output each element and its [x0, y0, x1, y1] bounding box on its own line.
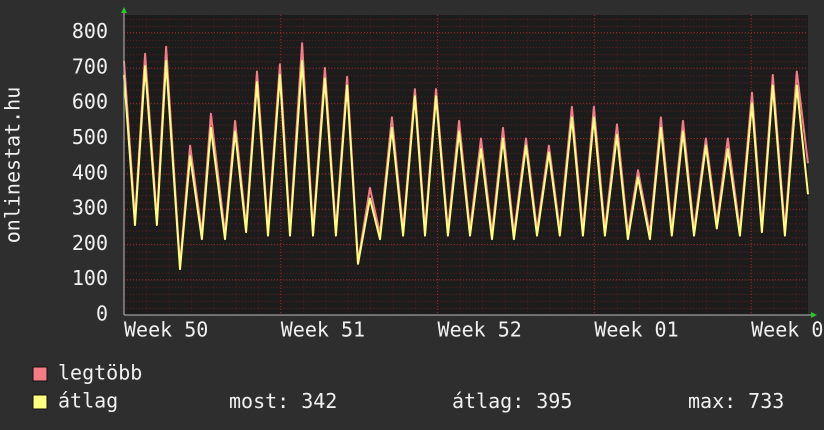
- y-tick-label: 600: [72, 90, 108, 114]
- x-tick-label: Week 51: [281, 318, 365, 342]
- legend-swatch: [32, 366, 48, 382]
- y-tick-label: 0: [96, 302, 108, 326]
- x-tick-label: Week 0: [751, 318, 823, 342]
- stat: most: 342: [229, 389, 337, 413]
- x-tick-label: Week 52: [438, 318, 522, 342]
- y-arrow: [121, 7, 127, 13]
- x-arrow: [811, 312, 817, 318]
- y-tick-label: 300: [72, 196, 108, 220]
- stat-label: most:: [229, 389, 289, 413]
- stat-value: 395: [536, 389, 572, 413]
- series-line: [123, 59, 809, 271]
- y-tick-label: 700: [72, 54, 108, 78]
- x-tick-label: Week 01: [594, 318, 678, 342]
- legend-label: legtöbb: [58, 361, 142, 385]
- stat-label: max:: [688, 389, 736, 413]
- y-tick-label: 500: [72, 125, 108, 149]
- minor-grid: [124, 15, 808, 315]
- legend-label: átlag: [58, 389, 118, 413]
- x-tick-label: Week 50: [124, 318, 208, 342]
- legend-swatch: [32, 394, 48, 410]
- stat: max: 733: [688, 389, 784, 413]
- y-axis-label: onlinestat.hu: [1, 87, 25, 244]
- stat: átlag: 395: [452, 389, 572, 413]
- y-tick-label: 800: [72, 19, 108, 43]
- stat-label: átlag:: [452, 389, 524, 413]
- y-tick-label: 100: [72, 266, 108, 290]
- stat-value: 342: [301, 389, 337, 413]
- y-tick-label: 200: [72, 231, 108, 255]
- stat-value: 733: [748, 389, 784, 413]
- y-tick-label: 400: [72, 160, 108, 184]
